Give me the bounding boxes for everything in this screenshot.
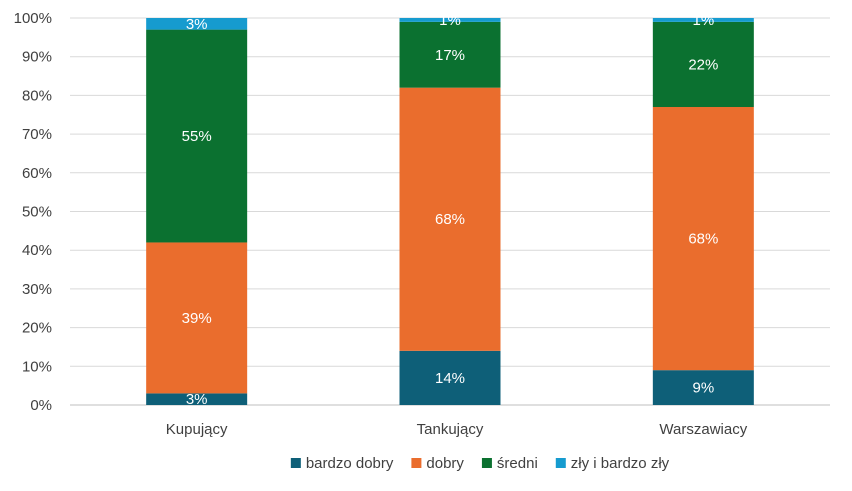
- y-tick-label: 20%: [22, 320, 52, 337]
- data-label: 1%: [439, 12, 461, 29]
- x-tick-label: Tankujący: [417, 421, 484, 438]
- bar-segment: [146, 242, 248, 394]
- legend-label: zły i bardzo zły: [571, 455, 670, 472]
- data-label: 3%: [186, 16, 208, 33]
- bar-segment: [652, 18, 754, 22]
- bar-segment: [146, 393, 248, 405]
- y-axis: 0% 10% 20% 30% 40% 50% 60% 70% 80% 90% 100%: [14, 10, 52, 414]
- legend-item: średni: [481, 455, 538, 472]
- x-axis: Kupujący Tankujący Warszawiacy: [166, 421, 748, 438]
- y-tick-label: 60%: [22, 165, 52, 182]
- data-label: 22%: [688, 56, 718, 73]
- data-label: 17%: [435, 47, 465, 64]
- data-label: 55%: [182, 128, 212, 145]
- legend-swatch: [555, 458, 566, 468]
- bar-segment: [399, 350, 501, 405]
- bar-segment: [652, 370, 754, 405]
- x-tick-label: Warszawiacy: [659, 421, 747, 438]
- data-label: 1%: [692, 12, 714, 29]
- y-tick-label: 80%: [22, 87, 52, 104]
- data-label: 9%: [692, 380, 714, 397]
- y-tick-label: 30%: [22, 281, 52, 298]
- x-tick-label: Kupujący: [166, 421, 228, 438]
- y-tick-label: 10%: [22, 358, 52, 375]
- bar-segment: [399, 21, 501, 88]
- legend-label: dobry: [426, 455, 464, 472]
- data-label: 68%: [688, 231, 718, 248]
- data-label: 3%: [186, 391, 208, 408]
- y-tick-label: 90%: [22, 49, 52, 66]
- bar-segment: [399, 18, 501, 22]
- y-tick-label: 70%: [22, 126, 52, 143]
- bar-segment: [146, 29, 248, 243]
- bars: 3% 39% 55% 3% 14% 68% 17% 1% 9% 68% 22% 1%: [146, 12, 754, 408]
- y-tick-label: 40%: [22, 242, 52, 259]
- legend-swatch: [411, 458, 422, 468]
- bar-segment: [652, 107, 754, 371]
- legend-item: dobry: [411, 455, 464, 472]
- data-label: 39%: [182, 310, 212, 327]
- legend-swatch: [481, 458, 492, 468]
- legend-item: bardzo dobry: [290, 455, 394, 472]
- legend: bardzo dobry dobry średni zły i bardzo zły: [290, 455, 670, 472]
- data-label: 14%: [435, 370, 465, 387]
- y-tick-label: 50%: [22, 204, 52, 221]
- bar-segment: [652, 21, 754, 108]
- bar-segment: [146, 18, 248, 30]
- legend-label: bardzo dobry: [306, 455, 394, 472]
- data-label: 68%: [435, 211, 465, 228]
- legend-item: zły i bardzo zły: [555, 455, 670, 472]
- legend-label: średni: [497, 455, 538, 472]
- bar-segment: [399, 87, 501, 351]
- legend-swatch: [290, 458, 301, 468]
- y-tick-label: 0%: [30, 397, 52, 414]
- y-tick-label: 100%: [14, 10, 52, 27]
